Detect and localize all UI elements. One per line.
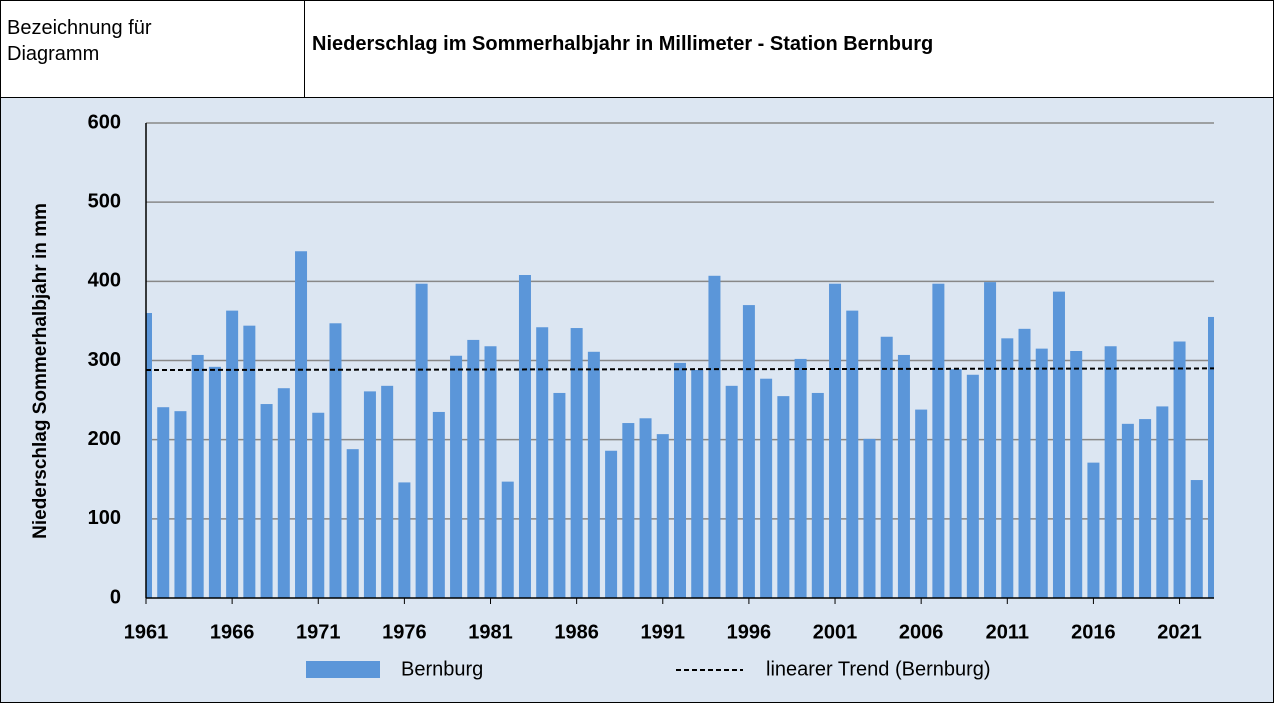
bar <box>174 411 187 598</box>
bar <box>146 313 152 598</box>
bar <box>295 251 308 598</box>
legend-swatch <box>306 661 380 678</box>
bar <box>1139 419 1152 598</box>
x-tick-label: 2011 <box>986 621 1029 643</box>
y-tick-label: 200 <box>88 428 121 450</box>
bar <box>777 396 790 598</box>
trend-line <box>145 367 1215 371</box>
bar <box>1190 480 1203 598</box>
bar <box>432 411 445 598</box>
legend-label: Bernburg <box>401 658 483 680</box>
bar <box>966 374 979 598</box>
bar <box>1121 423 1134 598</box>
bar <box>536 327 549 598</box>
bar <box>157 407 170 598</box>
bar <box>277 388 290 598</box>
bar <box>674 362 686 598</box>
bar <box>1001 338 1014 598</box>
bar <box>191 354 204 598</box>
bar <box>501 481 514 598</box>
bar <box>1156 406 1169 598</box>
bar <box>794 358 807 598</box>
bars <box>146 251 1214 598</box>
bar <box>208 366 221 598</box>
bar <box>932 283 945 598</box>
y-axis-title: Niederschlag Sommerhalbjahr in mm <box>30 203 51 539</box>
bar <box>570 328 583 598</box>
header-separator <box>304 1 305 97</box>
bar <box>467 339 480 598</box>
y-tick-label: 300 <box>88 349 121 371</box>
bar <box>1018 328 1031 598</box>
bar <box>1104 346 1117 598</box>
bar <box>846 310 859 598</box>
bar <box>897 354 910 598</box>
x-tick-label: 1976 <box>382 621 427 643</box>
x-tick-label: 1996 <box>727 621 772 643</box>
bar <box>605 450 618 598</box>
header: Bezeichnung für Diagramm Niederschlag im… <box>1 1 1273 98</box>
bar <box>760 378 773 598</box>
y-tick-label: 400 <box>88 270 121 292</box>
bar <box>742 305 755 598</box>
bar <box>691 370 704 598</box>
x-tick-label: 1981 <box>468 621 513 643</box>
bar <box>1035 348 1048 598</box>
bar <box>381 385 394 598</box>
bar <box>1052 291 1065 598</box>
bar <box>656 434 669 598</box>
bar <box>329 323 342 598</box>
bar <box>984 282 997 598</box>
x-tick-label: 1966 <box>210 621 255 643</box>
bar <box>415 283 428 598</box>
legend-label: linearer Trend (Bernburg) <box>766 658 991 680</box>
bar <box>226 310 239 598</box>
bar <box>518 275 531 598</box>
header-title: Niederschlag im Sommerhalbjahr in Millim… <box>312 33 934 55</box>
bar <box>1087 462 1100 598</box>
bar <box>811 392 824 598</box>
bar <box>622 423 635 598</box>
x-tick-label: 2016 <box>1071 621 1116 643</box>
bar <box>725 385 738 598</box>
y-tick-label: 0 <box>110 586 121 608</box>
bar <box>880 336 893 598</box>
bar <box>243 325 256 598</box>
y-tick-label: 500 <box>88 190 121 212</box>
bar <box>863 438 876 598</box>
bar <box>260 404 273 598</box>
x-tick-label: 1991 <box>641 621 686 643</box>
bar <box>553 392 566 598</box>
x-tick-label: 1986 <box>554 621 599 643</box>
bar <box>949 369 962 598</box>
bar <box>398 482 411 598</box>
x-tick-label: 1971 <box>296 621 341 643</box>
bar <box>639 418 652 598</box>
y-tick-label: 600 <box>88 111 121 133</box>
bar <box>312 412 325 598</box>
bar <box>484 346 497 598</box>
bar <box>1173 341 1186 598</box>
bar <box>587 351 600 598</box>
bar <box>1070 351 1083 598</box>
header-label: Bezeichnung für Diagramm <box>7 17 152 65</box>
bar <box>363 391 376 598</box>
bar <box>708 275 721 598</box>
bar <box>1208 316 1214 598</box>
x-tick-label: 1961 <box>124 621 169 643</box>
bar <box>450 355 463 598</box>
bar <box>915 409 928 598</box>
bar <box>829 283 842 598</box>
bar <box>346 449 359 598</box>
y-tick-label: 100 <box>88 507 121 529</box>
x-tick-label: 2006 <box>899 621 944 643</box>
x-tick-label: 2021 <box>1157 621 1202 643</box>
x-tick-label: 2001 <box>813 621 858 643</box>
